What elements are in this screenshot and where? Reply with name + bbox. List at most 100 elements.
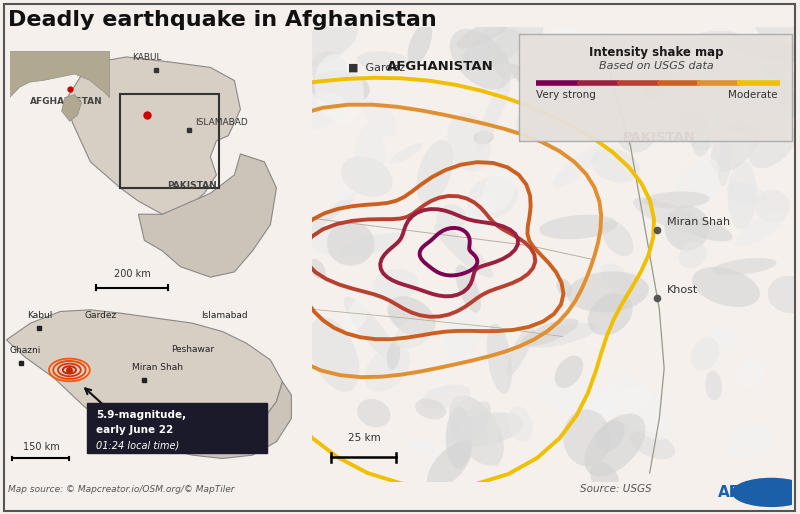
Ellipse shape — [506, 323, 534, 376]
Text: 5.9-magnitude,: 5.9-magnitude, — [97, 410, 186, 420]
Ellipse shape — [387, 296, 435, 337]
Ellipse shape — [509, 64, 542, 93]
Ellipse shape — [650, 104, 683, 129]
Bar — [121, 94, 219, 188]
Ellipse shape — [314, 54, 364, 123]
Text: Kabul: Kabul — [27, 311, 53, 320]
Ellipse shape — [608, 51, 627, 120]
Ellipse shape — [713, 258, 777, 275]
Text: Ghazni: Ghazni — [10, 346, 41, 355]
Text: 200 km: 200 km — [114, 269, 150, 279]
Ellipse shape — [753, 12, 800, 54]
Ellipse shape — [482, 167, 516, 212]
Ellipse shape — [759, 64, 792, 76]
Ellipse shape — [591, 149, 640, 182]
Ellipse shape — [618, 119, 655, 153]
Ellipse shape — [421, 384, 470, 409]
FancyBboxPatch shape — [87, 403, 267, 453]
Text: AFP: AFP — [718, 485, 752, 500]
Ellipse shape — [641, 50, 672, 100]
Ellipse shape — [673, 157, 721, 215]
Ellipse shape — [373, 269, 418, 301]
Ellipse shape — [753, 70, 800, 127]
Ellipse shape — [535, 85, 576, 127]
Ellipse shape — [584, 414, 646, 476]
Circle shape — [731, 478, 800, 507]
Ellipse shape — [346, 161, 370, 182]
Ellipse shape — [643, 191, 710, 209]
Ellipse shape — [436, 205, 466, 231]
Polygon shape — [138, 154, 277, 277]
Text: Map source: © Mapcreator.io/OSM.org/© MapTiler: Map source: © Mapcreator.io/OSM.org/© Ma… — [8, 485, 234, 494]
Ellipse shape — [445, 302, 479, 366]
Text: AFGHANISTAN: AFGHANISTAN — [386, 61, 494, 74]
Ellipse shape — [346, 298, 368, 332]
Ellipse shape — [563, 409, 611, 467]
Ellipse shape — [750, 124, 796, 168]
Polygon shape — [145, 381, 291, 458]
Ellipse shape — [521, 319, 578, 347]
Ellipse shape — [590, 462, 619, 493]
Ellipse shape — [662, 31, 746, 72]
Text: 150 km: 150 km — [22, 442, 59, 452]
Text: Based on USGS data: Based on USGS data — [598, 61, 714, 71]
Ellipse shape — [341, 156, 393, 197]
Ellipse shape — [710, 118, 760, 172]
Text: 01:24 local time): 01:24 local time) — [97, 440, 180, 450]
Ellipse shape — [415, 399, 446, 419]
Ellipse shape — [363, 98, 397, 137]
Ellipse shape — [427, 442, 472, 489]
Ellipse shape — [357, 51, 409, 70]
Text: ■  Gardez: ■ Gardez — [348, 63, 406, 72]
Ellipse shape — [309, 224, 365, 256]
Ellipse shape — [354, 124, 386, 191]
Ellipse shape — [330, 179, 362, 200]
Ellipse shape — [537, 109, 583, 142]
Ellipse shape — [311, 51, 346, 86]
Ellipse shape — [406, 435, 439, 459]
Ellipse shape — [343, 297, 396, 361]
Ellipse shape — [633, 198, 710, 236]
Text: Islamabad: Islamabad — [202, 311, 248, 320]
Ellipse shape — [596, 420, 625, 452]
Ellipse shape — [707, 323, 738, 353]
Ellipse shape — [690, 337, 719, 371]
Text: Moderate: Moderate — [728, 90, 778, 100]
Text: AFGHANISTAN: AFGHANISTAN — [30, 97, 102, 106]
Ellipse shape — [692, 267, 760, 307]
Ellipse shape — [647, 36, 718, 69]
Ellipse shape — [678, 242, 706, 268]
Ellipse shape — [446, 412, 523, 447]
Ellipse shape — [434, 224, 494, 278]
Ellipse shape — [407, 23, 432, 65]
Text: Khost: Khost — [666, 285, 698, 296]
Ellipse shape — [458, 401, 491, 440]
Polygon shape — [10, 51, 110, 98]
Ellipse shape — [307, 193, 357, 234]
Ellipse shape — [446, 407, 472, 469]
Ellipse shape — [590, 52, 610, 74]
Ellipse shape — [602, 221, 634, 256]
Ellipse shape — [567, 271, 649, 313]
Ellipse shape — [551, 19, 582, 42]
Ellipse shape — [754, 190, 790, 223]
Ellipse shape — [310, 70, 370, 106]
Ellipse shape — [450, 29, 511, 89]
Ellipse shape — [705, 371, 722, 400]
Ellipse shape — [310, 259, 326, 279]
Ellipse shape — [474, 131, 494, 144]
Text: Miran Shah: Miran Shah — [133, 363, 183, 372]
Ellipse shape — [630, 431, 675, 459]
Ellipse shape — [726, 421, 772, 460]
Text: ISLAMABAD: ISLAMABAD — [195, 118, 248, 127]
Ellipse shape — [508, 406, 533, 442]
Ellipse shape — [553, 146, 601, 189]
Ellipse shape — [455, 265, 481, 313]
Ellipse shape — [539, 215, 618, 240]
Ellipse shape — [443, 204, 457, 223]
Ellipse shape — [759, 58, 800, 119]
Ellipse shape — [290, 21, 358, 68]
Ellipse shape — [768, 276, 800, 313]
Ellipse shape — [494, 5, 543, 80]
Ellipse shape — [694, 56, 710, 93]
